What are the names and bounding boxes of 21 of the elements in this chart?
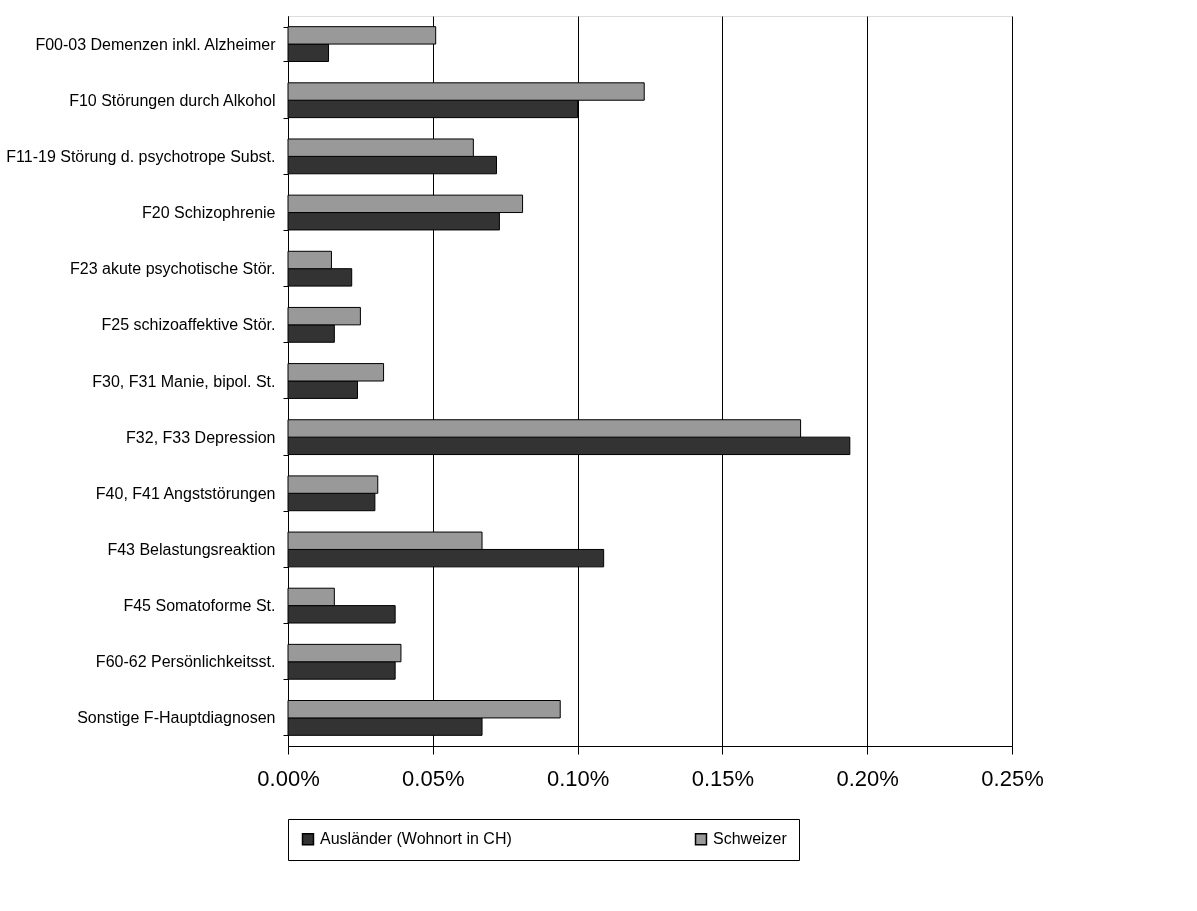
y-tick-label: F40, F41 Angststörungen <box>95 484 276 502</box>
y-tick-label: F00-03 Demenzen inkl. Alzheimer <box>35 35 277 53</box>
y-tick-label: F45 Somatoforme St. <box>123 597 276 615</box>
x-tick-label: 0.15% <box>691 765 755 791</box>
x-tick-label: 0.05% <box>402 765 465 791</box>
x-tick-label: 0.25% <box>981 765 1044 791</box>
y-tick-label: F43 Belastungsreaktion <box>107 540 276 558</box>
legend-label: Ausländer (Wohnort in CH) <box>320 830 512 848</box>
y-tick-label: F60-62 Persönlichkeitsst. <box>95 653 276 671</box>
x-tick-label: 0.10% <box>546 765 610 791</box>
y-tick-label: F32, F33 Depression <box>126 428 276 446</box>
x-tick-label: 0.20% <box>836 765 899 791</box>
legend-label: Schweizer <box>713 830 788 848</box>
y-tick-label: F30, F31 Manie, bipol. St. <box>92 372 276 390</box>
x-tick-label: 0.00% <box>257 765 320 791</box>
y-tick-label: F20 Schizophrenie <box>142 204 276 222</box>
y-tick-label: F23 akute psychotische Stör. <box>70 260 276 278</box>
y-tick-label: F25 schizoaffektive Stör. <box>101 316 276 334</box>
y-tick-label: F10 Störungen durch Alkohol <box>69 91 276 109</box>
y-tick-label: Sonstige F-Hauptdiagnosen <box>77 709 276 727</box>
y-tick-label: F11-19 Störung d. psychotrope Subst. <box>6 147 276 165</box>
